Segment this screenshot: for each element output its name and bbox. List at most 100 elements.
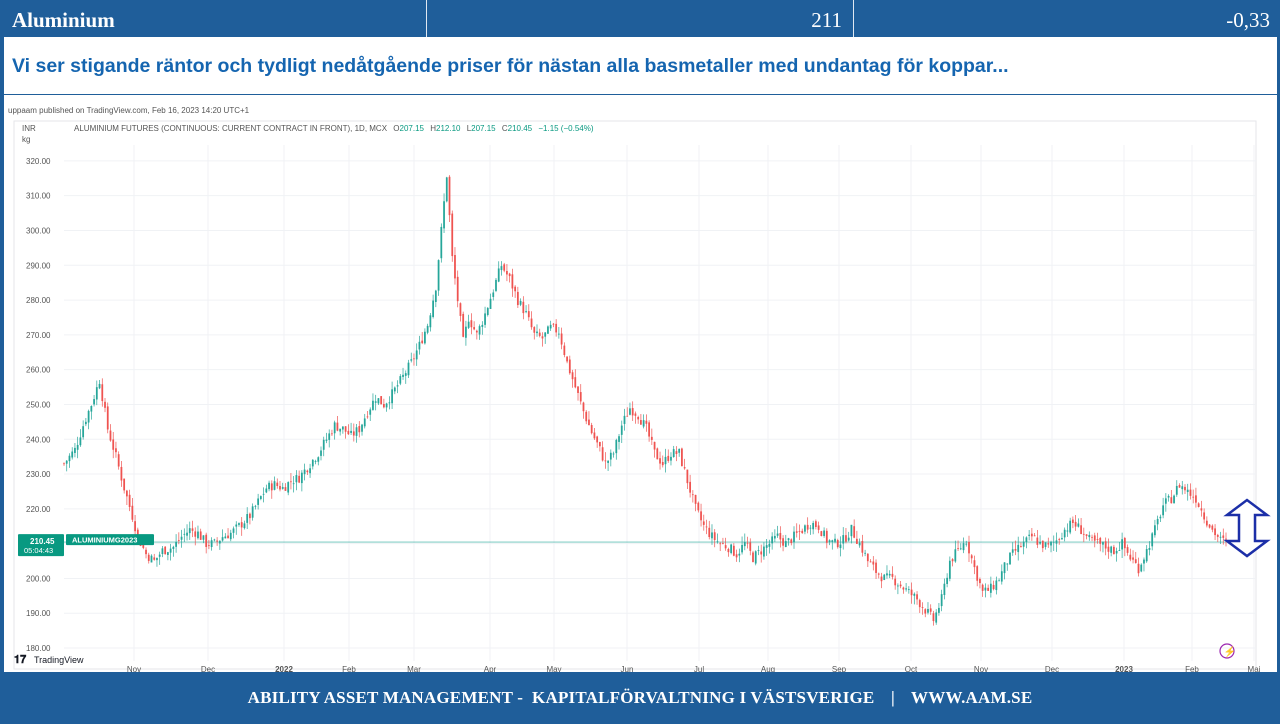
x-tick-label: Nov bbox=[127, 665, 141, 672]
candle bbox=[681, 447, 683, 467]
candle bbox=[672, 445, 675, 458]
candle bbox=[486, 307, 489, 317]
candle bbox=[434, 289, 437, 308]
candle bbox=[161, 546, 164, 558]
candle bbox=[566, 356, 568, 364]
open-value: 207.15 bbox=[400, 124, 425, 133]
candle bbox=[702, 514, 705, 531]
candle bbox=[63, 462, 65, 466]
candle bbox=[943, 578, 946, 600]
candle bbox=[262, 487, 265, 503]
candle bbox=[1085, 534, 1088, 540]
candle bbox=[845, 528, 847, 544]
candle bbox=[79, 429, 82, 447]
candle bbox=[429, 312, 432, 332]
candle bbox=[448, 175, 451, 222]
candle bbox=[1189, 483, 1192, 500]
candle bbox=[659, 451, 661, 470]
candle bbox=[1082, 527, 1085, 543]
x-axis: Nov Dec 2022 Feb Mar Apr May Jun Jul Aug Sep Oct Nov… bbox=[127, 665, 1261, 672]
candle bbox=[393, 386, 396, 395]
x-tick-label: Dec bbox=[1045, 665, 1059, 672]
candle bbox=[530, 311, 533, 330]
candle bbox=[101, 378, 104, 407]
candle bbox=[208, 540, 210, 550]
candle bbox=[746, 536, 749, 549]
candle bbox=[678, 448, 681, 457]
candle bbox=[533, 326, 536, 340]
plot-area[interactable] bbox=[13, 120, 1257, 670]
candle bbox=[954, 540, 957, 563]
y-tick-label: 300.00 bbox=[26, 226, 51, 235]
candle bbox=[104, 397, 106, 413]
grid bbox=[64, 145, 1256, 661]
candle bbox=[730, 543, 733, 555]
candle bbox=[355, 423, 358, 443]
tradingview-logo[interactable]: 𝟏𝟕 TradingView bbox=[14, 654, 84, 666]
candle bbox=[1041, 540, 1044, 553]
footer-company: ABILITY ASSET MANAGEMENT - KAPITALFÖRVAL… bbox=[247, 688, 875, 707]
candle bbox=[331, 429, 333, 437]
candle bbox=[749, 538, 752, 556]
candle bbox=[74, 443, 76, 458]
candle bbox=[1044, 542, 1047, 550]
candle bbox=[670, 452, 672, 466]
instrument-price: 211 bbox=[811, 8, 842, 32]
candle bbox=[790, 538, 793, 546]
candle bbox=[779, 526, 782, 548]
candle bbox=[995, 576, 998, 595]
candle bbox=[1178, 483, 1181, 488]
low-value: 207.15 bbox=[471, 124, 496, 133]
lightning-icon[interactable]: ⚡ bbox=[1219, 643, 1236, 659]
candle bbox=[727, 547, 730, 557]
candle bbox=[525, 305, 527, 314]
candle bbox=[503, 262, 506, 273]
x-tick-label: Feb bbox=[342, 665, 356, 672]
candle bbox=[350, 422, 352, 435]
candle bbox=[694, 494, 697, 512]
candle bbox=[1148, 541, 1151, 556]
candle bbox=[339, 428, 342, 436]
candle bbox=[1129, 548, 1132, 562]
x-tick-label: Jun bbox=[621, 665, 634, 672]
candle bbox=[886, 565, 888, 579]
candle bbox=[437, 259, 440, 296]
candle bbox=[1074, 515, 1077, 531]
candle bbox=[117, 451, 120, 470]
tradingview-chart[interactable]: uppaam published on TradingView.com, Feb… bbox=[4, 95, 1277, 672]
candle bbox=[153, 553, 156, 561]
candle bbox=[516, 286, 519, 308]
candle bbox=[615, 438, 618, 460]
candle bbox=[1072, 516, 1074, 529]
footer-website[interactable]: WWW.AAM.SE bbox=[911, 688, 1033, 707]
candle bbox=[399, 374, 402, 386]
candle bbox=[470, 313, 473, 335]
candle bbox=[1121, 532, 1123, 559]
candle bbox=[1115, 547, 1118, 562]
candle bbox=[290, 473, 292, 490]
candle bbox=[221, 529, 224, 542]
candle bbox=[907, 586, 910, 594]
candle bbox=[183, 528, 186, 542]
candle bbox=[935, 609, 938, 625]
candle bbox=[664, 448, 667, 473]
candle bbox=[128, 489, 131, 512]
candle bbox=[224, 533, 227, 539]
candle bbox=[962, 537, 965, 554]
candle bbox=[388, 396, 391, 410]
candle bbox=[989, 576, 992, 598]
candle bbox=[976, 565, 979, 587]
candle bbox=[866, 553, 869, 567]
candle bbox=[1137, 557, 1140, 577]
candle bbox=[1025, 536, 1028, 549]
y-tick-label: 320.00 bbox=[26, 157, 51, 166]
candle bbox=[1118, 541, 1121, 551]
candle bbox=[1159, 514, 1162, 522]
candle bbox=[279, 480, 281, 492]
candle bbox=[519, 298, 522, 307]
headline-divider bbox=[4, 94, 1277, 95]
candle bbox=[738, 548, 741, 563]
candle bbox=[1156, 515, 1159, 531]
candle bbox=[836, 538, 839, 549]
candle bbox=[776, 525, 779, 538]
